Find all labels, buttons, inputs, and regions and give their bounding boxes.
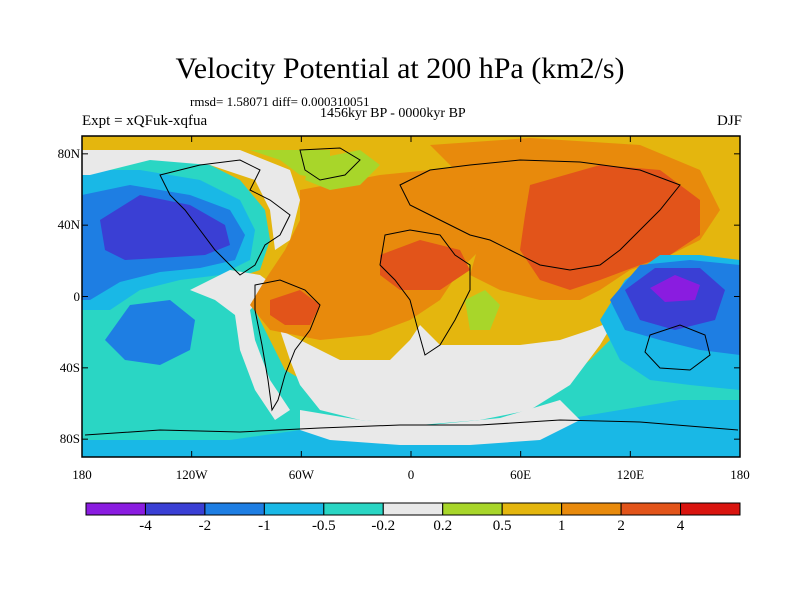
lat-tick-label: 40S bbox=[59, 359, 80, 375]
coast-greenland bbox=[299, 147, 361, 181]
lon-tick-label: 180 bbox=[730, 467, 750, 482]
stats-text: rmsd= 1.58071 diff= 0.000310051 bbox=[190, 94, 370, 109]
coast-south-america bbox=[254, 279, 321, 412]
contour-field bbox=[82, 136, 740, 457]
field-neutral-arctic bbox=[82, 150, 300, 250]
map-title: Velocity Potential at 200 hPa (km2/s) bbox=[175, 52, 625, 85]
colorbar-label: -2 bbox=[198, 518, 212, 534]
field-orange-atlantic bbox=[250, 165, 520, 340]
coast-north-america bbox=[159, 159, 291, 276]
lon-tick-label: 60W bbox=[288, 467, 314, 482]
colorbar-label: -1 bbox=[258, 518, 271, 534]
colorbar-swatch bbox=[382, 502, 444, 516]
colorbar-label: 2 bbox=[617, 518, 625, 534]
colorbar-swatch bbox=[85, 502, 146, 516]
lon-tick-label: 120W bbox=[175, 467, 208, 482]
colorbar-label: -0.5 bbox=[311, 518, 336, 534]
field-neutral-south bbox=[280, 320, 615, 425]
field-orangered-samerica bbox=[270, 290, 320, 325]
field-lime-greenland bbox=[305, 150, 380, 190]
colorbar bbox=[85, 502, 741, 516]
experiment-label: Expt = xQFuk-xqfua bbox=[82, 113, 208, 129]
colorbar-swatch bbox=[561, 502, 622, 516]
coastlines bbox=[84, 147, 739, 436]
lat-tick-label: 80S bbox=[59, 431, 80, 447]
lat-tick-label: 40N bbox=[57, 217, 80, 233]
field-blue-southpacific bbox=[105, 300, 195, 365]
field-violet-wpacific bbox=[650, 275, 700, 302]
season-label: DJF bbox=[716, 113, 742, 129]
period-text: 1456kyr BP - 0000kyr BP bbox=[320, 106, 466, 121]
colorbar-swatch bbox=[680, 502, 741, 516]
colorbar-label: -4 bbox=[139, 518, 152, 534]
colorbar-swatch bbox=[620, 502, 682, 516]
field-lime-eafrica bbox=[465, 290, 500, 330]
lon-tick-label: 60E bbox=[510, 467, 532, 482]
field-neutral-americas bbox=[190, 270, 290, 420]
coast-africa bbox=[379, 229, 471, 356]
lon-tick-label: 180 bbox=[72, 467, 92, 482]
colorbar-swatch bbox=[204, 502, 265, 516]
coast-australia bbox=[644, 324, 711, 371]
colorbar-swatch bbox=[144, 502, 206, 516]
field-darkblue-pacific bbox=[100, 195, 230, 260]
lon-tick-label: 120E bbox=[616, 467, 645, 482]
coast-eurasia bbox=[399, 159, 681, 271]
lat-tick-label: 0 bbox=[73, 288, 81, 304]
colorbar-swatch bbox=[442, 502, 503, 516]
lat-tick-label: 80N bbox=[57, 145, 80, 161]
colorbar-label: 1 bbox=[557, 518, 566, 534]
lon-tick-label: 0 bbox=[407, 467, 415, 482]
colorbar-label: 0.2 bbox=[433, 518, 453, 534]
field-neutral-antarctic bbox=[300, 400, 580, 445]
colorbar-swatch bbox=[263, 502, 325, 516]
field-orangered-africa bbox=[380, 240, 470, 290]
colorbar-label: 4 bbox=[676, 518, 685, 534]
colorbar-swatch bbox=[501, 502, 563, 516]
colorbar-label: -0.2 bbox=[371, 518, 396, 534]
colorbar-swatch bbox=[323, 502, 384, 516]
axis-ticks bbox=[81, 136, 741, 457]
coast-antarctica bbox=[84, 419, 739, 436]
colorbar-label: 0.5 bbox=[492, 518, 512, 534]
